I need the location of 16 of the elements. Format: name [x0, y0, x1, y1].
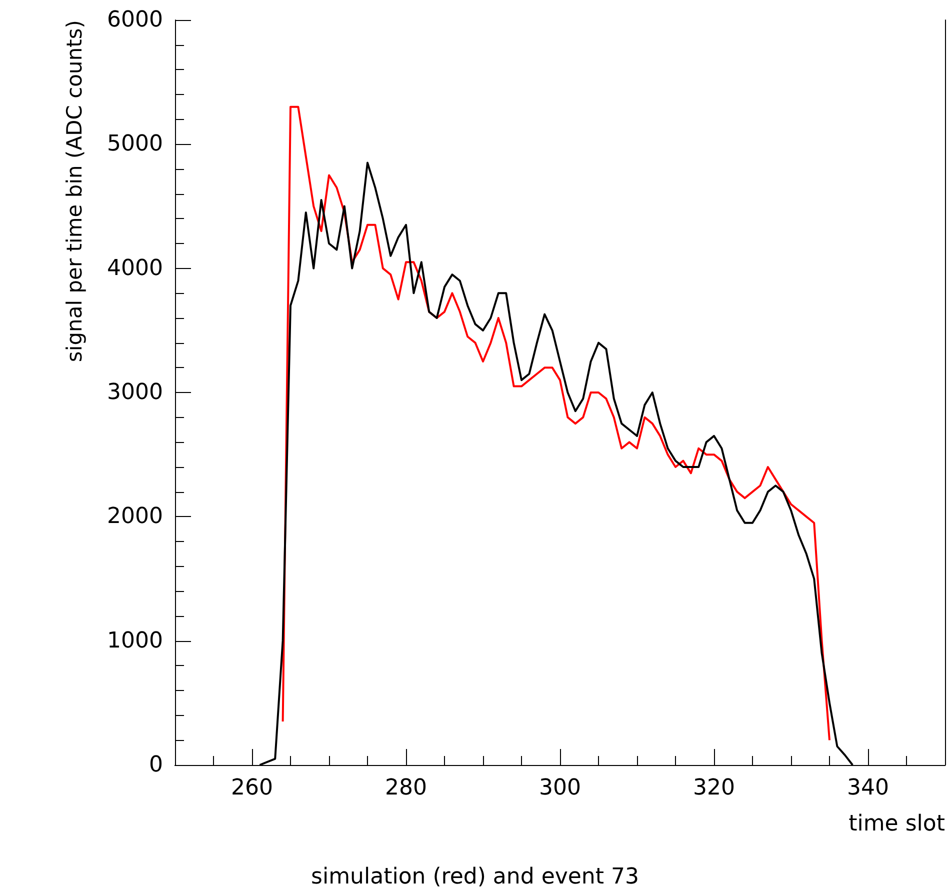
- x-tick-label: 260: [231, 776, 273, 800]
- y-tick-label: 5000: [107, 132, 163, 157]
- text: simulation (red) and event 73: [311, 864, 639, 890]
- x-tick-label: 320: [693, 776, 735, 800]
- y-tick-label: 0: [149, 752, 163, 778]
- y-tick-label: 2000: [107, 504, 163, 530]
- y-tick-label: 3000: [107, 380, 163, 405]
- x-tick-label: 280: [385, 776, 427, 800]
- y-tick-label: 1000: [107, 628, 163, 654]
- x-tick-label: 340: [847, 776, 889, 800]
- y-axis-title: signal per time bin (ADC counts): [62, 20, 86, 362]
- line-series: [282, 106, 830, 742]
- x-axis-title: time slot: [848, 812, 946, 836]
- x-tick-label: 300: [539, 776, 581, 800]
- y-tick-label: 6000: [107, 8, 163, 32]
- y-tick-label: 4000: [107, 256, 163, 281]
